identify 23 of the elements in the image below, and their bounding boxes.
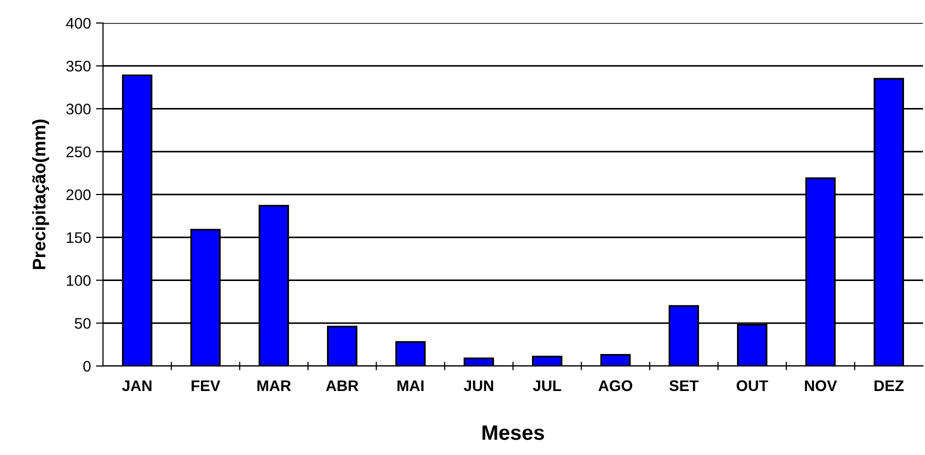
y-tick-label: 300 [66, 104, 91, 114]
y-tick-label: 250 [66, 146, 91, 158]
y-tick-label: 400 [66, 18, 91, 29]
x-tick-label: SET [669, 380, 699, 392]
x-tick-label: ABR [326, 380, 358, 391]
x-tick-label: JUL [532, 380, 562, 392]
x-tick-label: MAI [398, 380, 424, 391]
y-tick-label: 0 [83, 360, 91, 372]
x-tick-label: MAR [257, 380, 291, 391]
x-tick-label: JUN [464, 380, 494, 392]
x-tick-label: AGO [598, 380, 632, 392]
x-tick-label: JAN [122, 380, 152, 392]
y-tick-label: 50 [74, 318, 91, 329]
y-axis-title: Precipitação(mm) [32, 120, 50, 270]
x-tick-label: OUT [736, 380, 768, 392]
x-axis-title: Meses [482, 425, 544, 440]
y-tick-label: 200 [66, 189, 91, 200]
x-tick-label: FEV [192, 380, 220, 391]
y-tick-label: 350 [66, 60, 91, 72]
y-tick-label: 100 [66, 275, 91, 286]
y-tick-label: 150 [66, 232, 91, 244]
x-tick-label: DEZ [874, 380, 904, 391]
x-tick-label: NOV [804, 380, 837, 392]
